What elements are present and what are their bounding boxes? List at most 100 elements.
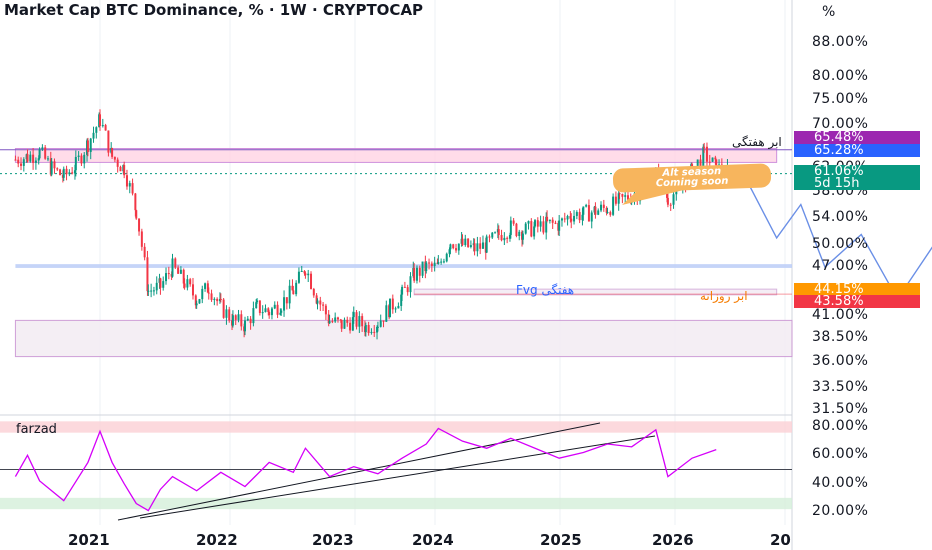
candle-body xyxy=(83,154,86,164)
candle-body xyxy=(600,204,603,211)
candle-body xyxy=(566,216,569,220)
candle-body xyxy=(240,314,243,327)
time-tick-label: 2024 xyxy=(412,531,454,549)
candle-body xyxy=(343,319,346,329)
candle-body xyxy=(711,157,714,162)
candle-body xyxy=(587,205,590,222)
candle-body xyxy=(65,168,68,175)
candle-body xyxy=(442,261,445,263)
candle-body xyxy=(255,302,258,309)
candle-body xyxy=(546,216,549,222)
candle-body xyxy=(111,148,114,157)
candle-body xyxy=(506,237,509,239)
candle-body xyxy=(26,154,29,162)
candle-body xyxy=(708,161,711,163)
candle-body xyxy=(358,316,361,327)
zone-weekly-Fvg xyxy=(413,288,778,296)
price-badge: 65.28% xyxy=(794,144,920,157)
candle-body xyxy=(666,197,669,205)
candle-body xyxy=(218,298,221,302)
candle-body xyxy=(339,319,342,321)
osc-trendline-2 xyxy=(139,435,656,519)
candle-body xyxy=(437,262,440,264)
candle-body xyxy=(297,271,300,283)
candle-body xyxy=(548,219,551,222)
candle-body xyxy=(570,218,573,222)
candle-body xyxy=(394,308,397,310)
candle-body xyxy=(292,290,295,295)
candle-body xyxy=(268,312,271,316)
candle-body xyxy=(37,158,40,161)
candle-body xyxy=(216,298,219,302)
candle-body xyxy=(128,183,131,187)
candle-body xyxy=(669,204,672,206)
candle-body xyxy=(231,315,234,326)
candle-body xyxy=(125,175,128,187)
candle-body xyxy=(373,331,376,333)
candle-body xyxy=(560,218,563,221)
candle-body xyxy=(304,273,307,276)
candle-body xyxy=(101,125,104,127)
candle-body xyxy=(614,196,617,204)
candle-body xyxy=(605,207,608,213)
candle-body xyxy=(86,140,89,153)
candle-body xyxy=(467,238,470,248)
candle-body xyxy=(385,305,388,322)
candle-body xyxy=(310,273,313,289)
candle-body xyxy=(89,138,92,153)
oscillator-line xyxy=(14,427,717,512)
candle-body xyxy=(448,249,451,254)
price-tick-label: 80.00% xyxy=(812,68,869,84)
candle-body xyxy=(195,303,198,306)
osc-trendline-1 xyxy=(117,422,601,521)
candle-body xyxy=(134,193,137,211)
candle-body xyxy=(41,147,44,150)
candle-body xyxy=(518,231,521,236)
candle-body xyxy=(210,293,213,300)
candle-body xyxy=(17,159,20,164)
candle-body xyxy=(182,269,185,284)
candle-body xyxy=(189,279,192,285)
candle-body xyxy=(50,161,53,175)
time-tick-label: 2023 xyxy=(312,531,354,549)
candle-body xyxy=(515,223,518,236)
candle-body xyxy=(71,172,74,174)
osc-band xyxy=(0,497,792,510)
candle-body xyxy=(597,210,600,215)
candle-body xyxy=(150,290,153,292)
candle-body xyxy=(391,298,394,310)
candle-body xyxy=(582,206,585,215)
candle-body xyxy=(315,295,318,304)
candle-body xyxy=(479,243,482,249)
candle-body xyxy=(283,297,286,311)
candle-body xyxy=(699,159,702,168)
candle-body xyxy=(207,292,210,294)
candle-body xyxy=(131,183,134,194)
candle-body xyxy=(609,212,612,215)
candle-body xyxy=(558,220,561,231)
price-badge: 44.15% xyxy=(794,283,920,296)
candle-body xyxy=(581,214,584,221)
candle-body xyxy=(485,236,488,253)
weekly-cloud-label: ابر هفتگی xyxy=(732,135,782,149)
candle-body xyxy=(246,318,249,321)
candle-body xyxy=(425,262,428,272)
osc-tick-label: 60.00% xyxy=(812,446,869,463)
candle-body xyxy=(29,154,32,162)
zone-lower-box xyxy=(14,319,793,358)
candle-body xyxy=(138,218,141,232)
candle-body xyxy=(524,223,527,234)
candle-body xyxy=(258,300,261,313)
candle-body xyxy=(409,276,412,293)
candle-body xyxy=(219,298,222,300)
candle-body xyxy=(334,317,337,322)
candle-body xyxy=(500,234,503,241)
candle-body xyxy=(370,331,373,333)
price-tick-label: 50.00% xyxy=(812,236,869,253)
candle-body xyxy=(494,232,497,234)
candle-body xyxy=(621,193,624,197)
candle-body xyxy=(186,279,189,288)
candle-body xyxy=(143,246,146,258)
candle-body xyxy=(291,285,294,291)
candle-body xyxy=(171,258,174,277)
